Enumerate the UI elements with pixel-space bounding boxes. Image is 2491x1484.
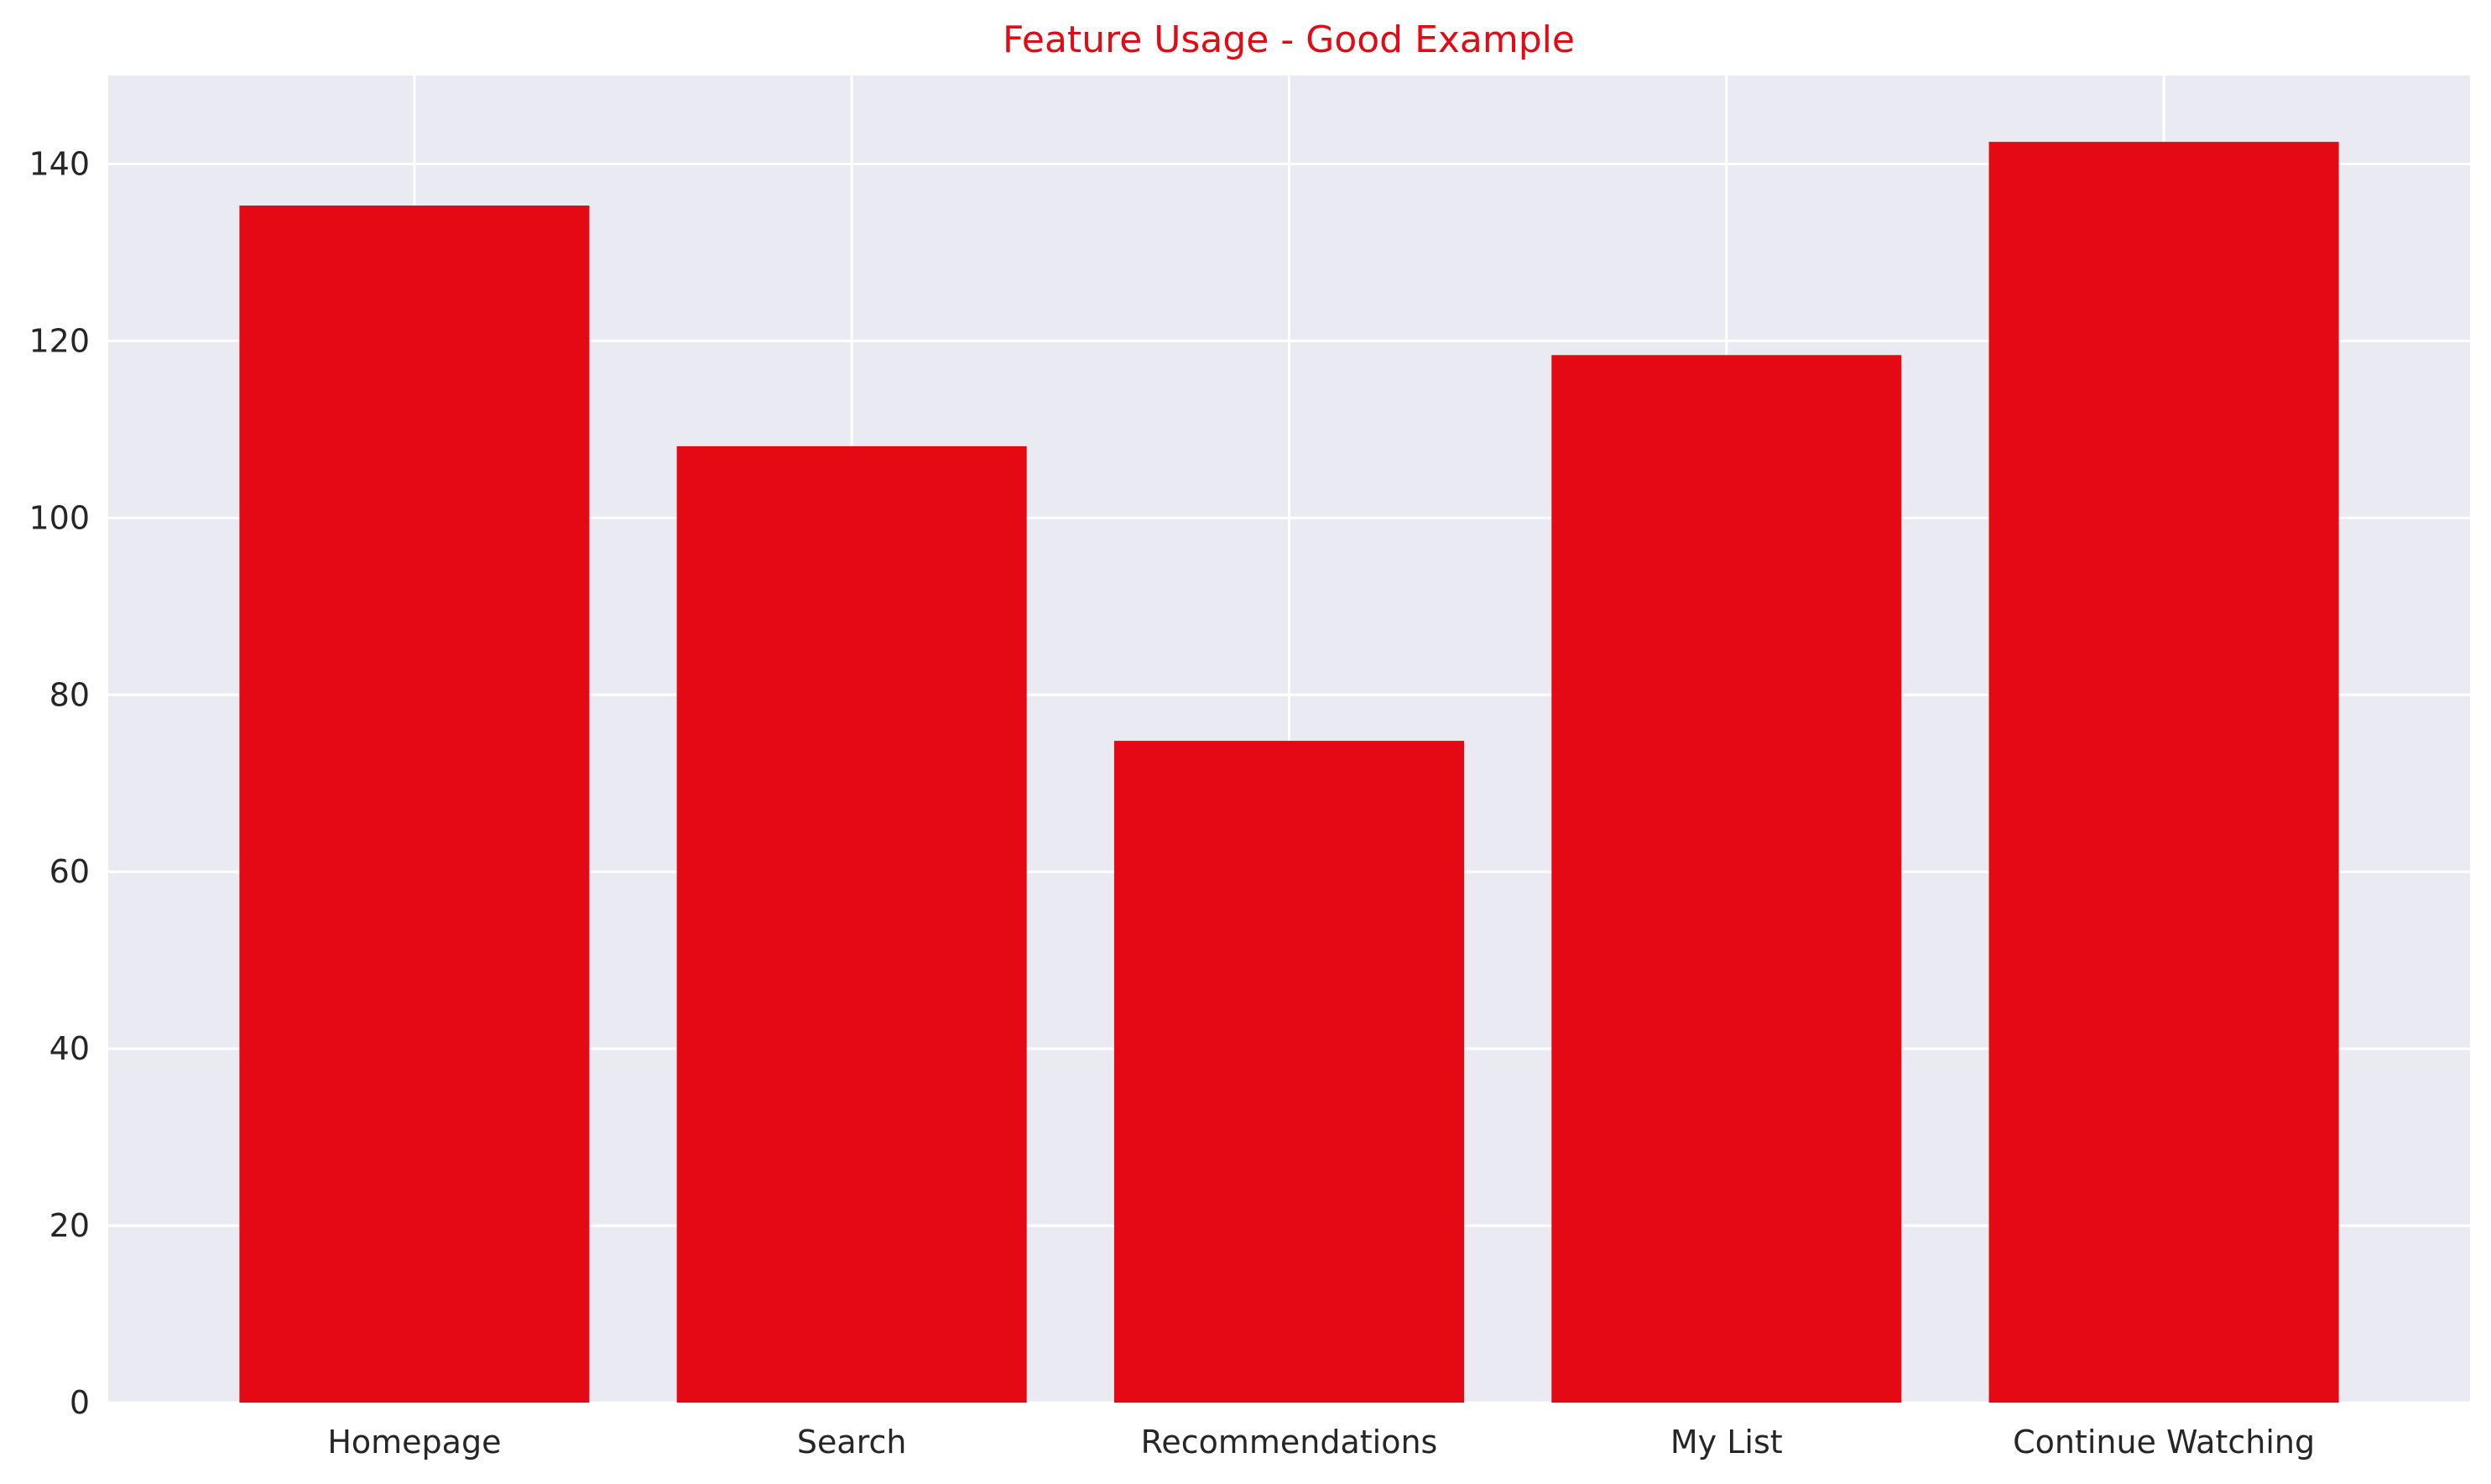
x-tick-label: Recommendations (1141, 1424, 1438, 1461)
bar-my-list (1551, 355, 1902, 1403)
x-tick-label: My List (1670, 1424, 1783, 1461)
x-tick-label: Homepage (327, 1424, 501, 1461)
bar-homepage (239, 206, 590, 1403)
bar-continue-watching (1988, 142, 2339, 1403)
bar-recommendations (1113, 741, 1465, 1403)
y-tick-label: 120 (29, 322, 90, 359)
y-tick-label: 0 (70, 1384, 90, 1421)
y-tick-label: 80 (50, 676, 90, 713)
x-axis-ticks: Homepage Search Recommendations My List Cont… (327, 1424, 2315, 1461)
bar-search (676, 445, 1027, 1403)
x-tick-label: Continue Watching (2013, 1424, 2315, 1461)
y-tick-label: 100 (29, 499, 90, 536)
y-tick-label: 140 (29, 145, 90, 182)
x-tick-label: Search (797, 1424, 907, 1461)
y-tick-label: 40 (50, 1030, 90, 1067)
y-axis-ticks: 0 20 40 60 80 100 120 140 (29, 145, 90, 1421)
bars (239, 142, 2339, 1403)
y-tick-label: 60 (50, 853, 90, 890)
y-tick-label: 20 (50, 1207, 90, 1244)
chart-title: Feature Usage - Good Example (1003, 18, 1575, 61)
